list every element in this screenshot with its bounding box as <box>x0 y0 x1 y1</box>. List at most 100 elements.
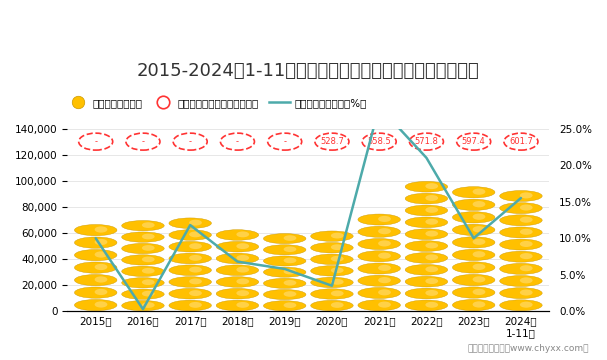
Ellipse shape <box>405 265 448 275</box>
Ellipse shape <box>75 237 117 248</box>
Ellipse shape <box>142 302 155 308</box>
Text: 571.8: 571.8 <box>415 137 438 146</box>
Ellipse shape <box>426 183 438 189</box>
Ellipse shape <box>405 181 448 192</box>
Ellipse shape <box>473 239 486 245</box>
Ellipse shape <box>378 302 391 308</box>
Text: -: - <box>141 137 144 146</box>
Ellipse shape <box>263 234 306 244</box>
Ellipse shape <box>473 189 486 195</box>
Ellipse shape <box>520 217 532 223</box>
Ellipse shape <box>216 253 259 264</box>
Ellipse shape <box>283 280 296 285</box>
Text: -: - <box>283 137 286 146</box>
Ellipse shape <box>331 267 344 273</box>
Ellipse shape <box>500 300 542 311</box>
Ellipse shape <box>236 290 249 296</box>
Ellipse shape <box>520 241 532 247</box>
Ellipse shape <box>405 276 448 287</box>
Ellipse shape <box>169 242 211 252</box>
Text: 558.5: 558.5 <box>367 137 391 146</box>
Ellipse shape <box>121 278 164 288</box>
Ellipse shape <box>311 243 353 253</box>
Ellipse shape <box>405 300 448 311</box>
Ellipse shape <box>216 277 259 287</box>
Ellipse shape <box>169 277 211 287</box>
Ellipse shape <box>500 288 542 298</box>
Ellipse shape <box>75 300 117 311</box>
Ellipse shape <box>95 239 107 245</box>
Ellipse shape <box>426 231 438 237</box>
Ellipse shape <box>378 240 391 247</box>
Ellipse shape <box>263 278 306 288</box>
Ellipse shape <box>405 241 448 251</box>
Ellipse shape <box>473 201 486 207</box>
Ellipse shape <box>121 289 164 300</box>
Ellipse shape <box>75 274 117 286</box>
Ellipse shape <box>331 244 344 250</box>
Ellipse shape <box>426 255 438 260</box>
Ellipse shape <box>121 301 164 311</box>
Text: 制图：智研咨询（www.chyxx.com）: 制图：智研咨询（www.chyxx.com） <box>467 344 589 353</box>
Ellipse shape <box>426 302 438 308</box>
Ellipse shape <box>236 302 249 308</box>
Ellipse shape <box>311 266 353 276</box>
Ellipse shape <box>473 289 486 295</box>
Ellipse shape <box>452 262 495 273</box>
Ellipse shape <box>75 287 117 298</box>
Ellipse shape <box>473 213 486 220</box>
Ellipse shape <box>121 255 164 265</box>
Ellipse shape <box>263 256 306 266</box>
Ellipse shape <box>142 279 155 285</box>
Ellipse shape <box>75 225 117 236</box>
Ellipse shape <box>95 276 107 283</box>
Ellipse shape <box>283 235 296 241</box>
Ellipse shape <box>378 277 391 283</box>
Ellipse shape <box>236 243 249 249</box>
Ellipse shape <box>236 267 249 273</box>
Ellipse shape <box>142 222 155 228</box>
Ellipse shape <box>263 245 306 255</box>
Ellipse shape <box>358 214 401 225</box>
Ellipse shape <box>189 267 202 273</box>
Ellipse shape <box>169 230 211 240</box>
Ellipse shape <box>283 247 296 252</box>
Text: 528.7: 528.7 <box>320 137 344 146</box>
Ellipse shape <box>452 249 495 261</box>
Ellipse shape <box>95 251 107 258</box>
Ellipse shape <box>142 268 155 274</box>
Ellipse shape <box>142 245 155 251</box>
Ellipse shape <box>263 267 306 277</box>
Ellipse shape <box>331 302 344 308</box>
Ellipse shape <box>520 302 532 308</box>
Ellipse shape <box>405 288 448 299</box>
Ellipse shape <box>358 251 401 262</box>
Ellipse shape <box>236 255 249 261</box>
Ellipse shape <box>358 275 401 286</box>
Ellipse shape <box>95 301 107 307</box>
Ellipse shape <box>169 253 211 264</box>
Ellipse shape <box>500 215 542 226</box>
Ellipse shape <box>263 301 306 311</box>
Ellipse shape <box>358 226 401 237</box>
Ellipse shape <box>520 229 532 235</box>
Ellipse shape <box>283 291 296 297</box>
Ellipse shape <box>405 217 448 228</box>
Ellipse shape <box>405 205 448 216</box>
Ellipse shape <box>189 290 202 296</box>
Ellipse shape <box>358 263 401 274</box>
Ellipse shape <box>500 190 542 202</box>
Ellipse shape <box>452 186 495 198</box>
Ellipse shape <box>236 278 249 284</box>
Ellipse shape <box>520 253 532 259</box>
Ellipse shape <box>75 249 117 261</box>
Ellipse shape <box>169 288 211 299</box>
Ellipse shape <box>520 289 532 296</box>
Ellipse shape <box>452 212 495 223</box>
Text: -: - <box>189 137 192 146</box>
Text: 601.7: 601.7 <box>509 137 533 146</box>
Ellipse shape <box>473 301 486 307</box>
Legend: 营业收入（亿元）, 平均用工人数累计值（万人）, 营业收入累计增长（%）: 营业收入（亿元）, 平均用工人数累计值（万人）, 营业收入累计增长（%） <box>63 94 371 112</box>
Ellipse shape <box>500 264 542 274</box>
Ellipse shape <box>331 279 344 285</box>
